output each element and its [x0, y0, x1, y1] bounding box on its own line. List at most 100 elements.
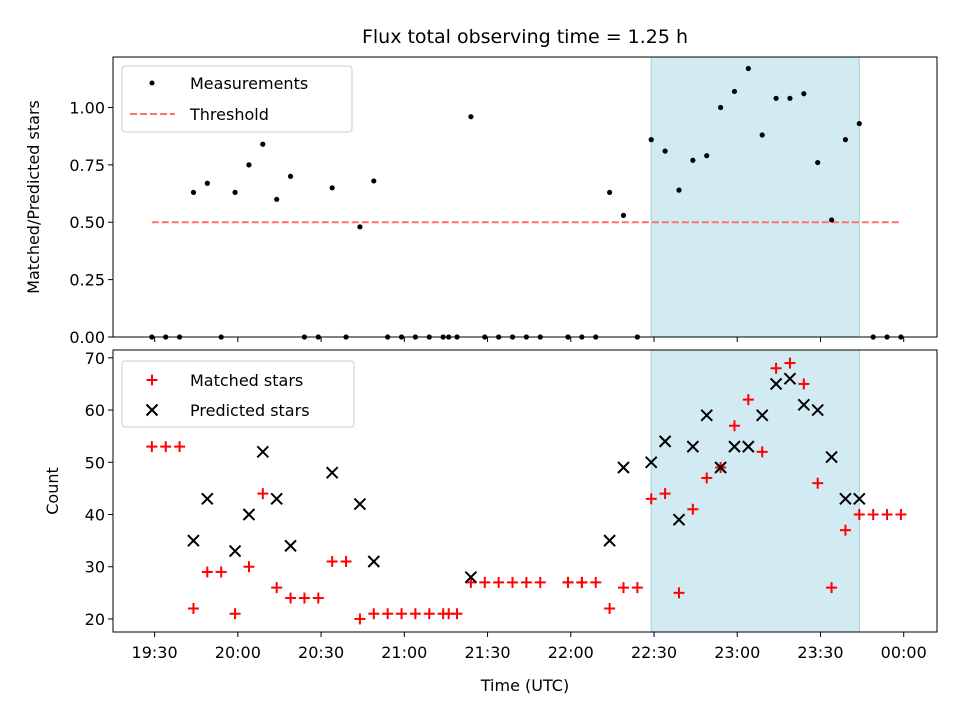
predicted-star-point	[825, 450, 838, 464]
predicted-star-point	[367, 555, 381, 568]
matched-star-point	[590, 576, 602, 588]
matched-star-point	[867, 509, 879, 520]
bottom-y-axis-label: Count	[43, 467, 62, 515]
measurement-point	[232, 189, 238, 196]
predicted-star-point	[700, 409, 713, 422]
top-axes-frame	[112, 56, 938, 338]
predicted-star-point	[645, 456, 658, 469]
measurement-point	[371, 178, 377, 184]
matched-star-point	[146, 441, 158, 453]
measurement-point	[246, 162, 252, 168]
legend-cross-glyph	[145, 403, 159, 417]
matched-star-point	[812, 477, 824, 489]
matched-star-point	[617, 582, 629, 594]
top-legend: Measurements Threshold	[121, 65, 353, 133]
legend-predicted-label: Predicted stars	[190, 401, 310, 420]
top-y-axis-label: Matched/Predicted stars	[24, 100, 43, 294]
predicted-star-point	[714, 461, 727, 474]
measurement-point	[329, 185, 335, 191]
measurement-point	[274, 196, 280, 202]
matched-star-point	[243, 561, 255, 573]
measurement-point	[468, 114, 474, 120]
legend-matched-label: Matched stars	[190, 371, 303, 390]
measurement-point	[759, 132, 765, 138]
bottom-xtick-label: 20:00	[215, 643, 261, 662]
legend-matched-marker	[146, 374, 158, 386]
matched-star-point	[728, 420, 740, 432]
measurement-point	[648, 137, 654, 143]
predicted-star-point	[228, 544, 242, 558]
measurement-point	[287, 173, 294, 179]
matched-star-point	[215, 566, 227, 578]
predicted-star-point	[270, 492, 283, 506]
bottom-panel: 20 30 40 50 60 70 19:30 20:00 20:30 21:00 21:30 22…	[43, 349, 938, 695]
measurement-point	[357, 224, 363, 230]
matched-star-point	[257, 488, 269, 500]
matched-star-point	[520, 576, 532, 588]
bottom-xtick-label: 20:30	[298, 643, 344, 662]
matched-star-point	[770, 362, 782, 374]
top-legend-box	[121, 65, 353, 133]
matched-star-point	[659, 488, 671, 500]
bottom-x-ticks: 19:30 20:00 20:30 21:00 21:30 22:00 22:30 23:00…	[132, 632, 927, 662]
measurement-point	[190, 189, 197, 196]
predicted-star-point	[284, 539, 297, 553]
predicted-star-point	[325, 466, 339, 479]
x-axis-label: Time (UTC)	[480, 676, 569, 695]
matched-star-point	[229, 608, 241, 620]
matched-star-point	[201, 566, 213, 578]
matched-star-point	[701, 472, 713, 484]
measurement-point	[842, 137, 849, 143]
bottom-ytick-label: 30	[85, 558, 105, 577]
matched-star-point	[354, 613, 366, 625]
predicted-star-point	[464, 570, 478, 584]
predicted-star-point	[201, 492, 214, 506]
bottom-ytick-label: 60	[85, 401, 105, 420]
measurement-point	[745, 65, 751, 72]
predicted-star-point	[256, 445, 270, 459]
measurement-point	[828, 217, 835, 223]
predicted-star-point	[187, 534, 200, 547]
predicted-star-point	[783, 372, 797, 385]
matched-star-point	[174, 441, 186, 453]
bottom-xtick-label: 00:00	[881, 643, 927, 662]
matched-star-point	[604, 603, 616, 614]
predicted-star-point	[353, 497, 367, 511]
top-ytick-label: 0.25	[69, 271, 105, 290]
top-ytick-label: 0.00	[69, 328, 105, 347]
legend-threshold-label: Threshold	[189, 105, 269, 124]
legend-measurements-label: Measurements	[190, 74, 308, 93]
measurement-point	[204, 180, 210, 186]
matched-star-point	[784, 357, 796, 369]
bottom-xtick-label: 22:30	[631, 643, 677, 662]
legend-predicted-marker	[145, 403, 159, 417]
matched-star-point	[742, 394, 754, 406]
matched-star-point	[271, 582, 283, 594]
measurement-point	[856, 120, 862, 127]
predicted-star-point	[811, 403, 824, 417]
measurement-point	[620, 212, 627, 218]
matched-star-point	[881, 509, 893, 520]
matched-star-point	[340, 556, 352, 567]
predicted-star-point	[853, 492, 866, 506]
matched-star-point	[576, 576, 588, 588]
predicted-star-point	[839, 492, 852, 506]
matched-star-point	[839, 524, 851, 536]
predicted-star-point	[769, 377, 783, 391]
predicted-star-point	[756, 409, 769, 422]
bottom-ytick-label: 40	[85, 506, 105, 525]
predicted-star-point	[617, 461, 630, 474]
matched-star-point	[382, 608, 394, 620]
bottom-xtick-label: 23:00	[714, 643, 760, 662]
matched-star-point	[423, 608, 435, 620]
predicted-star-point	[797, 398, 811, 412]
bottom-ytick-label: 50	[85, 453, 105, 472]
matched-star-point	[507, 576, 519, 588]
bottom-ytick-label: 70	[85, 349, 105, 368]
measurement-point	[801, 91, 807, 97]
bottom-axes-frame	[112, 349, 938, 633]
measurement-point	[676, 187, 682, 193]
bottom-highlight-span	[650, 349, 860, 633]
matched-star-point	[645, 493, 657, 505]
